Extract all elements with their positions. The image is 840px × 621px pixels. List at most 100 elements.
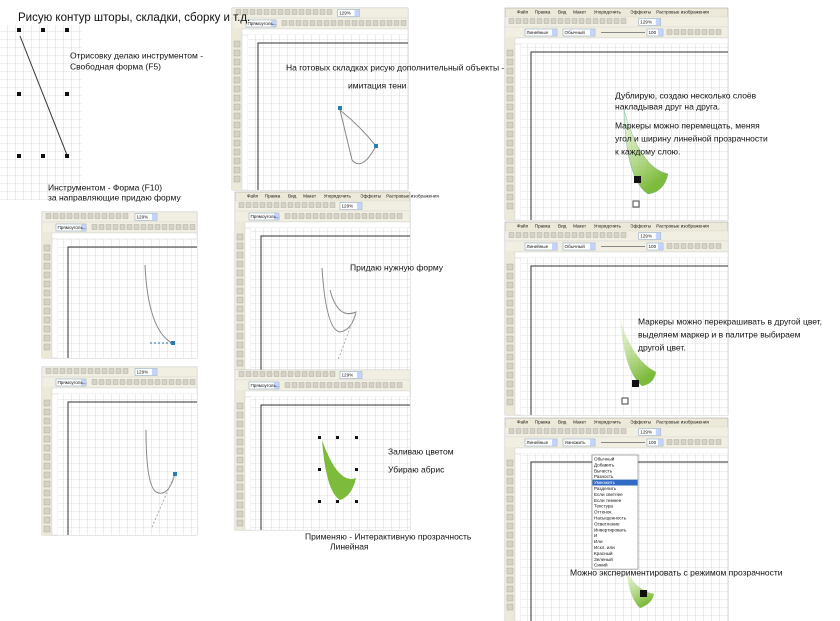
tool-icon: [236, 269, 244, 277]
caption: Свободная форма (F5): [70, 61, 161, 71]
list-item[interactable]: Умножить: [594, 480, 616, 485]
menu-item: Правка: [535, 224, 551, 229]
tool-icon: [115, 368, 122, 374]
tool-icon: [506, 85, 514, 93]
list-item[interactable]: Красный: [594, 550, 613, 556]
list-item[interactable]: Вычесть: [594, 468, 613, 473]
list-item[interactable]: Синий: [594, 562, 608, 568]
list-item[interactable]: Инвертировать: [594, 527, 627, 532]
dropdown-text: Прямоуголь...: [58, 380, 87, 385]
tool-icon: [236, 510, 244, 518]
tool-icon: [133, 224, 140, 230]
tool-icon: [233, 76, 241, 84]
tool-icon: [43, 507, 51, 515]
list-item[interactable]: Зеленый: [594, 556, 613, 562]
tool-icon: [236, 359, 244, 367]
dropdown-text: 100: [649, 30, 657, 35]
list-item[interactable]: Разность: [594, 474, 614, 479]
tool-icon: [315, 202, 322, 208]
tool-icon: [236, 447, 244, 455]
dropdown-arrow: [357, 203, 362, 209]
tool-icon: [715, 29, 722, 35]
tool-icon: [43, 471, 51, 479]
dropdown: [646, 28, 664, 37]
tool-icon: [543, 232, 550, 238]
tool-icon: [506, 495, 514, 503]
tool-icon: [280, 202, 287, 208]
list-item[interactable]: Или: [594, 539, 603, 544]
tool-icon: [666, 243, 673, 249]
tool-icon: [333, 213, 340, 219]
ruler-left: [241, 34, 249, 191]
tool-icon: [43, 453, 51, 461]
tool-icon: [233, 112, 241, 120]
ruler-top: [244, 390, 411, 398]
caption: угол и ширину линейной прозрачности: [615, 133, 768, 143]
tool-icon: [233, 148, 241, 156]
tool-icon: [389, 213, 396, 219]
tool-icon: [506, 567, 514, 575]
tool-icon: [43, 289, 51, 297]
tool-icon: [620, 232, 627, 238]
tool-icon: [236, 474, 244, 482]
tool-icon: [126, 224, 133, 230]
tool-icon: [506, 335, 514, 343]
tool-icon: [578, 18, 585, 24]
handle: [337, 311, 357, 361]
tool-icon: [277, 9, 284, 15]
list-item[interactable]: Добавить: [594, 462, 615, 467]
tool-icon: [506, 468, 514, 476]
dropdown-arrow: [552, 243, 557, 250]
tool-icon: [564, 428, 571, 434]
caption: Заливаю цветом: [388, 446, 454, 456]
overlay: ОбычныйДобавитьВычестьРазностьУмножитьРа…: [591, 454, 639, 570]
tool-icon: [508, 428, 515, 434]
list-item[interactable]: Если темнее: [594, 498, 622, 503]
toolbox: [505, 38, 515, 220]
canvas-grid: [251, 228, 410, 370]
tool-icon: [256, 9, 263, 15]
list-item[interactable]: Если светлее: [594, 492, 623, 497]
caption: Применяю - Интерактивную прозрачность: [305, 531, 472, 541]
dropdown-arrow: [271, 20, 276, 27]
tool-icon: [252, 371, 259, 377]
tool-icon: [506, 459, 514, 467]
list-item[interactable]: И: [594, 533, 597, 538]
tool-icon: [147, 224, 154, 230]
menu-item: Вид: [558, 224, 567, 229]
tool-icon: [606, 18, 613, 24]
tool-icon: [506, 103, 514, 111]
dropdown: [524, 438, 558, 447]
tool-icon: [59, 213, 66, 219]
dropdown: [55, 378, 87, 387]
tool-icon: [694, 439, 701, 445]
tool-icon: [375, 382, 382, 388]
tool-icon: [550, 428, 557, 434]
list-item[interactable]: Разделить: [594, 486, 617, 491]
list-item[interactable]: Оттенок: [594, 510, 612, 515]
tool-icon: [249, 9, 256, 15]
tool-icon: [396, 213, 403, 219]
tool-icon: [87, 368, 94, 374]
tool-icon: [43, 426, 51, 434]
list-item[interactable]: Текстура: [594, 504, 613, 509]
dropdown-text: 129%: [342, 204, 354, 209]
dropdown-arrow: [590, 439, 595, 446]
tool-icon: [506, 148, 514, 156]
list-item[interactable]: Искл. или: [594, 545, 615, 550]
tool-icon: [189, 224, 196, 230]
tool-icon: [273, 371, 280, 377]
dropdown-text: 129%: [640, 234, 652, 239]
ruler-left: [244, 227, 252, 371]
ruler-top: [244, 221, 411, 229]
transparent-shape: [620, 318, 656, 386]
list-item[interactable]: Обычный: [594, 455, 615, 461]
list-item[interactable]: Осветление: [594, 521, 620, 526]
dropdown-text: Обычный: [565, 29, 586, 35]
node: [171, 341, 175, 345]
list-item[interactable]: Насыщенность: [594, 515, 627, 520]
selected-item: [592, 479, 638, 486]
tool-icon: [236, 465, 244, 473]
menu-item: Макет: [573, 10, 587, 15]
menu-item: Упорядочить: [324, 194, 352, 199]
